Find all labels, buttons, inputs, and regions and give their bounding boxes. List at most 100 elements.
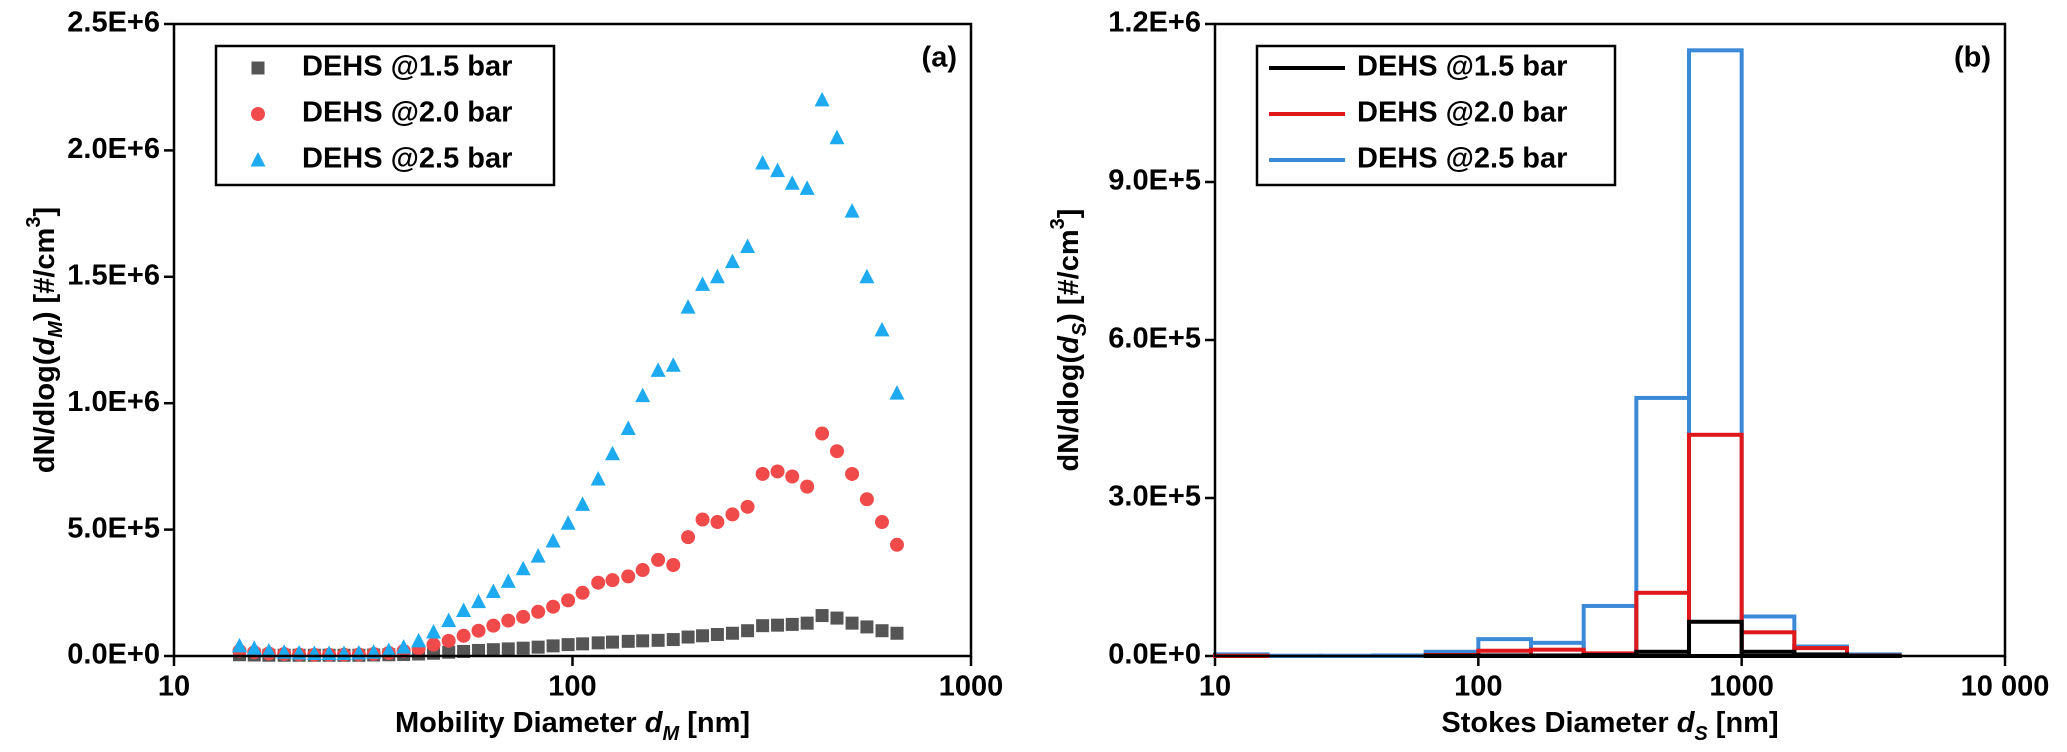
data-point	[620, 420, 636, 435]
data-point	[874, 321, 890, 337]
data-point	[859, 268, 875, 284]
data-point	[396, 639, 412, 654]
data-point	[411, 632, 427, 648]
data-point	[889, 537, 904, 552]
data-point	[814, 91, 830, 107]
data-point	[531, 604, 546, 619]
data-point	[621, 569, 636, 584]
data-point	[785, 469, 800, 484]
data-point	[681, 630, 695, 644]
data-point	[516, 641, 530, 655]
x-axis-label: Stokes Diameter dS [nm]	[1441, 707, 1778, 746]
data-point	[800, 479, 815, 494]
x-tick-label: 1000	[1709, 671, 1774, 703]
y-tick-label: 3.0E+5	[1108, 481, 1201, 513]
x-tick-label: 100	[548, 671, 596, 703]
x-axis-label: Mobility Diameter dM [nm]	[395, 707, 750, 746]
data-point	[426, 637, 441, 652]
data-point	[829, 129, 845, 145]
data-point	[515, 560, 531, 576]
data-point	[890, 626, 904, 640]
legend-label: DEHS @2.0 bar	[1357, 97, 1567, 129]
plot-frame	[1213, 22, 2007, 658]
data-point	[561, 638, 575, 652]
data-point	[829, 444, 844, 459]
x-axis-label-part: d	[1677, 707, 1696, 739]
data-point	[815, 426, 830, 441]
data-point	[456, 628, 471, 643]
panel-label: (a)	[922, 42, 957, 74]
data-point	[651, 552, 666, 567]
y-tick-label: 1.5E+6	[67, 259, 160, 291]
data-point	[710, 515, 725, 530]
data-point	[844, 203, 860, 218]
data-point	[472, 643, 486, 657]
data-point	[709, 268, 725, 284]
y-tick-label: 1.2E+6	[1108, 7, 1201, 39]
y-tick-label: 0.0E+0	[67, 639, 160, 671]
data-point	[770, 162, 786, 178]
legend-label: DEHS @2.5 bar	[302, 143, 512, 175]
panel-label: (b)	[1954, 42, 1991, 74]
y-axis-label: dN/dlog(dM) [#/cm3]	[23, 207, 67, 473]
data-point	[457, 644, 471, 658]
x-axis-label-part: S	[1694, 723, 1708, 745]
data-point	[845, 616, 859, 630]
data-point	[666, 557, 681, 572]
legend-label: DEHS @2.0 bar	[302, 97, 512, 129]
data-point	[575, 496, 591, 511]
x-tick-label: 10	[158, 671, 190, 703]
data-point	[875, 515, 890, 530]
data-point	[741, 624, 755, 638]
data-point	[456, 602, 472, 617]
data-point	[501, 613, 516, 628]
data-point	[815, 609, 829, 623]
data-point	[516, 609, 531, 624]
data-point	[426, 623, 442, 639]
x-axis-label-part: [nm]	[1708, 707, 1779, 739]
x-tick-label: 10	[1199, 671, 1231, 703]
data-point	[621, 634, 635, 648]
data-point	[785, 617, 799, 631]
data-point	[710, 628, 724, 642]
data-point	[561, 593, 576, 608]
data-point	[784, 175, 800, 190]
x-axis-label-part: [nm]	[679, 707, 750, 739]
y-axis-label-part: d	[29, 337, 61, 356]
data-point	[771, 618, 785, 632]
y-axis-label-part: M	[45, 320, 67, 338]
data-point	[799, 180, 815, 195]
data-point	[546, 599, 561, 614]
data-point	[441, 612, 457, 628]
y-axis-label-part: 3	[23, 217, 45, 228]
data-point	[755, 155, 771, 170]
data-point	[770, 464, 785, 479]
data-point	[666, 633, 680, 647]
data-point	[576, 637, 590, 651]
data-point	[246, 640, 262, 655]
x-axis-label-part: M	[662, 723, 680, 745]
data-point	[545, 532, 561, 548]
data-point	[650, 362, 666, 377]
x-tick-label: 10 000	[1961, 671, 2050, 703]
data-point	[231, 637, 247, 653]
y-axis-label-part: ) [#/cm	[1053, 229, 1085, 322]
y-tick-label: 2.0E+6	[67, 133, 160, 165]
hist-bar	[1476, 637, 1534, 658]
data-point	[756, 619, 770, 633]
hist-bar	[1634, 590, 1692, 658]
data-point	[605, 573, 620, 588]
data-point	[575, 585, 590, 600]
y-axis-label-part: 3	[1047, 218, 1069, 229]
data-point	[381, 642, 397, 657]
data-point	[724, 253, 740, 269]
data-point	[635, 387, 651, 403]
y-axis-label-part: dN/dlog(	[1053, 354, 1085, 472]
data-point	[485, 583, 501, 599]
data-point	[845, 466, 860, 481]
y-tick-label: 6.0E+5	[1108, 323, 1201, 355]
data-point	[471, 623, 486, 638]
y-tick-label: 1.0E+6	[67, 386, 160, 418]
data-point	[486, 618, 501, 633]
